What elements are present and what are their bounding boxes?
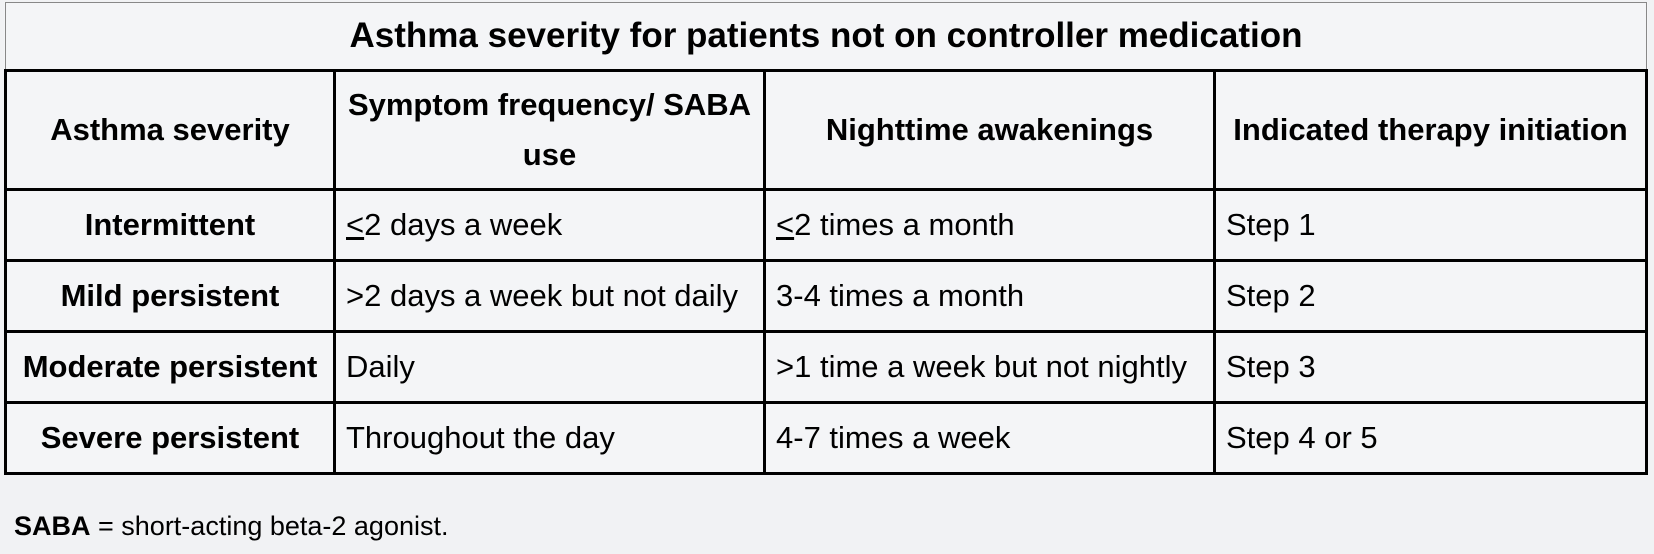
severity-table-container: Asthma severity for patients not on cont… (4, 2, 1649, 475)
row-therapy: Step 1 (1212, 188, 1649, 262)
row-severity: Moderate persistent (4, 330, 336, 404)
table-row: Severe persistent Throughout the day 4-7… (4, 401, 1649, 475)
row-symptom-frequency: >2 days a week but not daily (333, 259, 766, 333)
row-therapy: Step 2 (1212, 259, 1649, 333)
row-night-text: 2 times a month (794, 207, 1015, 242)
row-nighttime-awakenings: 4-7 times a week (763, 401, 1216, 475)
table-row: Intermittent <2 days a week <2 times a m… (4, 188, 1649, 262)
row-therapy: Step 3 (1212, 330, 1649, 404)
row-symptom-frequency: Throughout the day (333, 401, 766, 475)
table-row: Mild persistent >2 days a week but not d… (4, 259, 1649, 333)
row-severity: Mild persistent (4, 259, 336, 333)
row-nighttime-awakenings: >1 time a week but not nightly (763, 330, 1216, 404)
row-therapy: Step 4 or 5 (1212, 401, 1649, 475)
asthma-severity-table: Asthma severity for patients not on cont… (4, 2, 1649, 475)
table-title: Asthma severity for patients not on cont… (4, 2, 1648, 72)
row-symptom-frequency: Daily (333, 330, 766, 404)
row-symptom-frequency: <2 days a week (333, 188, 766, 262)
row-severity: Intermittent (4, 188, 336, 262)
footnote: SABA = short-acting beta-2 agonist. (14, 510, 448, 542)
table-title-row: Asthma severity for patients not on cont… (4, 2, 1648, 72)
header-therapy-initiation: Indicated therapy initiation (1212, 69, 1649, 191)
footnote-definition: = short-acting beta-2 agonist. (90, 511, 449, 541)
row-symptom-text: 2 days a week (364, 207, 563, 242)
less-or-equal-symbol: < (776, 207, 795, 242)
less-or-equal-symbol: < (346, 207, 365, 242)
row-severity: Severe persistent (4, 401, 336, 475)
table-row: Moderate persistent Daily >1 time a week… (4, 330, 1649, 404)
header-nighttime-awakenings: Nighttime awakenings (763, 69, 1216, 191)
header-asthma-severity: Asthma severity (4, 69, 336, 191)
table-header-row: Asthma severity Symptom frequency/ SABA … (4, 69, 1649, 191)
row-nighttime-awakenings: 3-4 times a month (763, 259, 1216, 333)
header-symptom-frequency: Symptom frequency/ SABA use (333, 69, 766, 191)
footnote-term: SABA (14, 511, 91, 541)
row-nighttime-awakenings: <2 times a month (763, 188, 1216, 262)
